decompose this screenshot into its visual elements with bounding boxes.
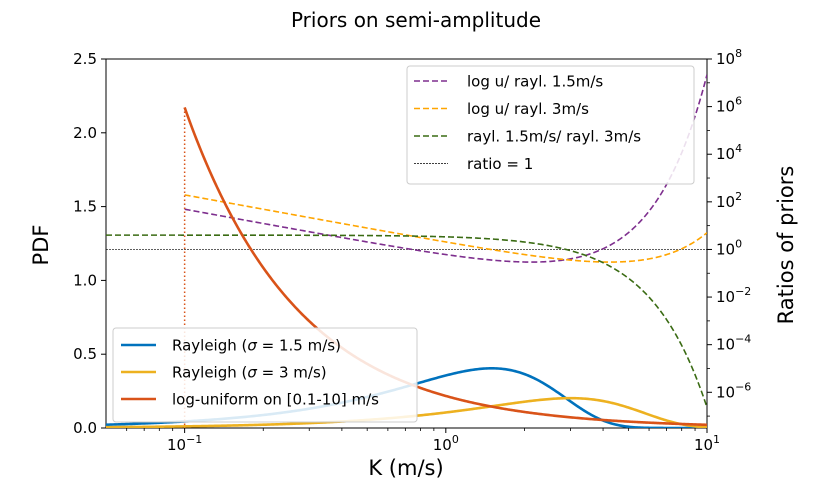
- y-right-tick-label-1: 10−4: [716, 333, 751, 354]
- y-axis-label-left: PDF: [29, 225, 53, 266]
- series-log-uniform: [183, 107, 707, 427]
- y-left-tick-label-2: 1.0: [73, 271, 97, 289]
- legend-frame: [112, 327, 418, 423]
- x-axis: 10−1 100 101: [126, 428, 720, 454]
- legend-ratio-label-3: ratio = 1: [467, 155, 533, 173]
- y-axis-label-right: Ratios of priors: [774, 166, 798, 325]
- legend-ratio-label-2: rayl. 1.5m/s/ rayl. 3m/s: [467, 128, 641, 146]
- x-tick-label-0: 10−1: [167, 433, 202, 454]
- legend-pdf-label-0: Rayleigh (σ = 1.5 m/s): [172, 337, 341, 355]
- x-axis-label: K (m/s): [368, 456, 443, 480]
- y-left-tick-label-3: 1.5: [73, 198, 97, 216]
- legend-ratio-label-0: log u/ rayl. 1.5m/s: [467, 73, 603, 91]
- y-left-tick-label-1: 0.5: [73, 345, 97, 363]
- legend-pdf-label-1: Rayleigh (σ = 3 m/s): [172, 364, 327, 382]
- y-right-tick-label-7: 108: [716, 47, 742, 68]
- series-ratio-rayl15-rayl3: [106, 234, 707, 408]
- y-axis-right: 10−6 10−4 10−2 100 102 104 106 108: [707, 47, 751, 417]
- y-left-tick-label-4: 2.0: [73, 124, 97, 142]
- y-left-tick-label-0: 0.0: [73, 419, 97, 437]
- y-right-tick-label-6: 106: [716, 95, 742, 116]
- legend-ratios: log u/ rayl. 1.5m/s log u/ rayl. 3m/s rayl…: [406, 65, 695, 185]
- legend-pdfs: Rayleigh (σ = 1.5 m/s) Rayleigh (σ = 3 m/…: [112, 327, 418, 423]
- y-right-tick-label-0: 10−6: [716, 380, 751, 401]
- y-axis-left: 0.0 0.5 1.0 1.5 2.0 2.5: [73, 50, 106, 437]
- series-ratio-logu-rayl3: [184, 194, 707, 263]
- legend-ratio-label-1: log u/ rayl. 3m/s: [467, 100, 589, 118]
- legend-frame: [406, 65, 695, 185]
- y-right-tick-label-2: 10−2: [716, 285, 751, 306]
- y-left-tick-label-5: 2.5: [73, 50, 97, 68]
- legend-pdf-label-2: log-uniform on [0.1-10] m/s: [172, 391, 379, 409]
- plot-frame: [105, 58, 708, 429]
- x-tick-label-2: 101: [694, 433, 720, 454]
- y-right-tick-label-3: 100: [716, 237, 742, 258]
- x-tick-label-1: 100: [433, 433, 459, 454]
- y-right-tick-label-4: 102: [716, 190, 742, 211]
- series-ratio-logu-rayl15: [184, 74, 707, 263]
- chart-title: Priors on semi-amplitude: [291, 8, 541, 32]
- y-right-tick-label-5: 104: [716, 142, 742, 163]
